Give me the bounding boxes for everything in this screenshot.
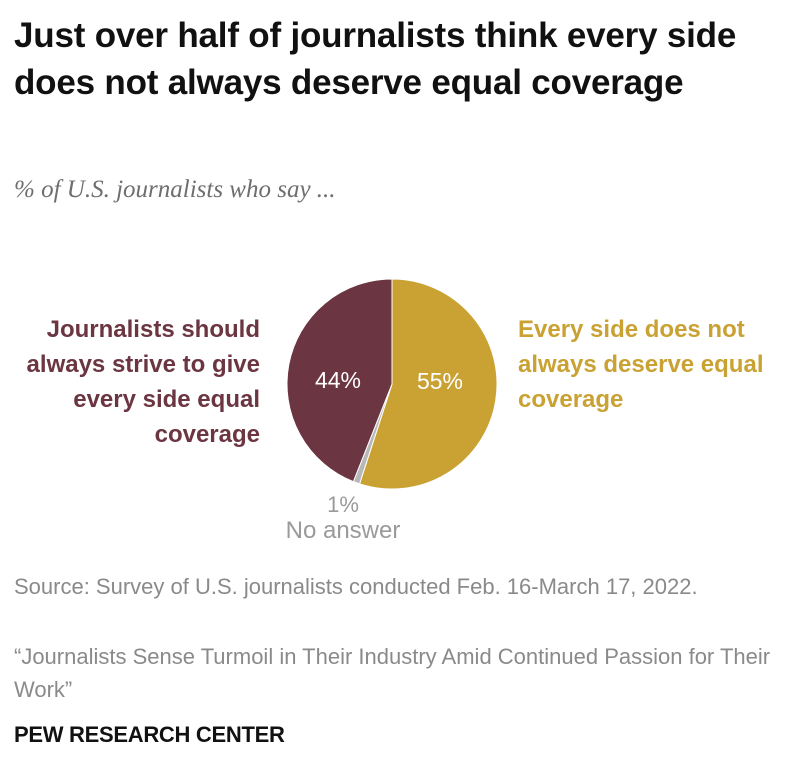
pie-slice-strive-equal bbox=[286, 278, 393, 483]
report-title: “Journalists Sense Turmoil in Their Indu… bbox=[14, 644, 771, 702]
chart-subtitle: % of U.S. journalists who say ... bbox=[14, 176, 336, 203]
source-note: Source: Survey of U.S. journalists condu… bbox=[14, 574, 698, 599]
no-answer-percent: 1% bbox=[327, 492, 359, 517]
slice-label-not-always-equal: 55% bbox=[416, 368, 464, 394]
pew-logo-text: PEW RESEARCH CENTER bbox=[14, 722, 285, 747]
right-category-label: Every side does not always deserve equal… bbox=[518, 316, 764, 413]
left-category-label: Journalists should always strive to give… bbox=[26, 316, 260, 448]
slice-label-strive-equal: 44% bbox=[314, 367, 362, 393]
chart-title: Just over half of journalists think ever… bbox=[14, 16, 737, 102]
pie-slice-not-always-equal bbox=[358, 278, 498, 490]
pie-chart bbox=[286, 278, 498, 490]
no-answer-label: No answer bbox=[285, 517, 401, 544]
